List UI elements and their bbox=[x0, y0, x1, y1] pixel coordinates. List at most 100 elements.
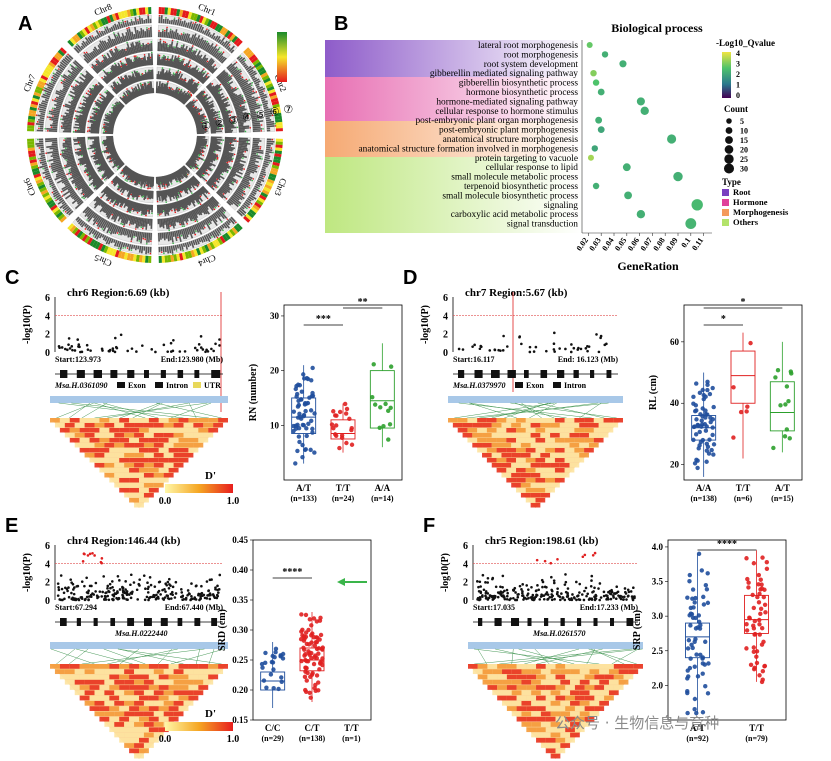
track-number: ④ bbox=[242, 112, 252, 124]
circos-bar bbox=[168, 30, 172, 39]
circos-bar bbox=[250, 155, 262, 160]
circos-bar bbox=[177, 185, 181, 191]
ld-cell bbox=[496, 448, 507, 453]
circos-point bbox=[116, 81, 119, 84]
snp-point bbox=[501, 349, 505, 352]
ld-cell bbox=[550, 690, 561, 696]
ld-cell bbox=[530, 473, 541, 478]
circos-bar bbox=[61, 127, 72, 130]
box-point bbox=[300, 442, 305, 448]
ld-cell bbox=[477, 674, 488, 680]
ld-cell bbox=[560, 690, 571, 696]
ld-cell bbox=[584, 716, 595, 722]
ld-cell bbox=[148, 478, 159, 483]
ld-cell bbox=[496, 418, 507, 423]
ld-cell bbox=[536, 674, 546, 680]
exon-block bbox=[494, 618, 502, 626]
ld-cell bbox=[501, 423, 512, 428]
circos-point bbox=[193, 99, 195, 102]
go-dot bbox=[636, 210, 646, 219]
box-point bbox=[291, 428, 296, 434]
ideogram-segment bbox=[250, 206, 259, 214]
circos-point bbox=[163, 54, 165, 57]
snp-point bbox=[171, 593, 174, 597]
circos-bar bbox=[218, 101, 225, 107]
box-point bbox=[298, 414, 303, 419]
box-point bbox=[378, 405, 383, 410]
ld-cell bbox=[554, 438, 565, 443]
ld-cell bbox=[139, 706, 149, 711]
circos-point bbox=[97, 227, 100, 229]
ld-cell bbox=[530, 453, 541, 458]
circos-point bbox=[235, 61, 238, 64]
ideogram-segment bbox=[33, 173, 42, 179]
circos-bar bbox=[73, 195, 79, 201]
circos-bar bbox=[95, 150, 102, 154]
circos-bar bbox=[164, 60, 167, 66]
circos-bar bbox=[51, 152, 59, 155]
circos-bar bbox=[242, 177, 250, 182]
box-point bbox=[705, 387, 710, 393]
circos-bar bbox=[113, 48, 121, 60]
circos-bar bbox=[254, 80, 261, 85]
snp-point bbox=[143, 598, 147, 602]
ideogram-segment bbox=[198, 15, 204, 24]
circos-bar bbox=[100, 165, 109, 172]
circos-bar bbox=[245, 170, 251, 175]
box-point bbox=[377, 425, 382, 430]
ld-cell bbox=[89, 674, 100, 680]
ideogram-segment bbox=[246, 51, 255, 59]
circos-bar bbox=[209, 84, 221, 93]
circos-bar bbox=[182, 228, 188, 240]
ld-cell bbox=[173, 690, 184, 696]
ideogram-segment bbox=[50, 204, 58, 211]
circos-bar bbox=[102, 220, 108, 229]
snp-point bbox=[615, 591, 618, 595]
snp-point bbox=[167, 586, 171, 590]
circos-bar bbox=[76, 110, 89, 116]
circos-point bbox=[213, 208, 216, 211]
circos-bar bbox=[189, 178, 197, 187]
circos-bar bbox=[98, 200, 104, 206]
circos-bar bbox=[141, 74, 145, 81]
circos-point bbox=[50, 126, 53, 128]
ld-cell bbox=[148, 685, 159, 690]
ld-cell bbox=[545, 418, 555, 423]
snp-point bbox=[170, 590, 174, 594]
box-point bbox=[757, 591, 762, 597]
ld-cell bbox=[482, 669, 493, 675]
snp-point bbox=[576, 594, 579, 598]
gene-legend-label: Exon bbox=[526, 381, 544, 390]
ideogram-segment bbox=[264, 80, 273, 87]
circos-point bbox=[178, 17, 180, 19]
ideogram-segment bbox=[123, 10, 129, 18]
ld-cell bbox=[139, 458, 149, 463]
exon-block bbox=[560, 618, 565, 626]
circos-bar bbox=[239, 57, 246, 63]
ld-cell bbox=[158, 418, 169, 423]
circos-bar bbox=[78, 84, 86, 90]
ld-cell bbox=[129, 498, 139, 503]
manhattan-y-tick: 4 bbox=[443, 311, 448, 322]
snp-point bbox=[183, 350, 187, 353]
circos-point bbox=[231, 160, 233, 163]
circos-bar bbox=[112, 210, 119, 220]
circos-bar bbox=[135, 217, 139, 229]
box-point bbox=[762, 602, 768, 608]
circos-point bbox=[104, 178, 106, 181]
go-dot bbox=[673, 171, 683, 182]
circos-bar bbox=[76, 84, 85, 91]
snp-point bbox=[622, 598, 625, 601]
circos-bar bbox=[227, 175, 237, 182]
ld-cell bbox=[496, 438, 507, 443]
ld-cell bbox=[584, 448, 594, 453]
circos-bar bbox=[120, 76, 128, 88]
circos-point bbox=[126, 180, 128, 182]
snp-point bbox=[529, 596, 533, 599]
snp-point bbox=[100, 557, 104, 560]
ideogram-segment bbox=[272, 158, 281, 164]
ld-cell bbox=[114, 483, 125, 488]
circos-bar bbox=[233, 101, 246, 108]
circos-bar bbox=[39, 108, 46, 112]
ld-cell bbox=[198, 438, 209, 443]
